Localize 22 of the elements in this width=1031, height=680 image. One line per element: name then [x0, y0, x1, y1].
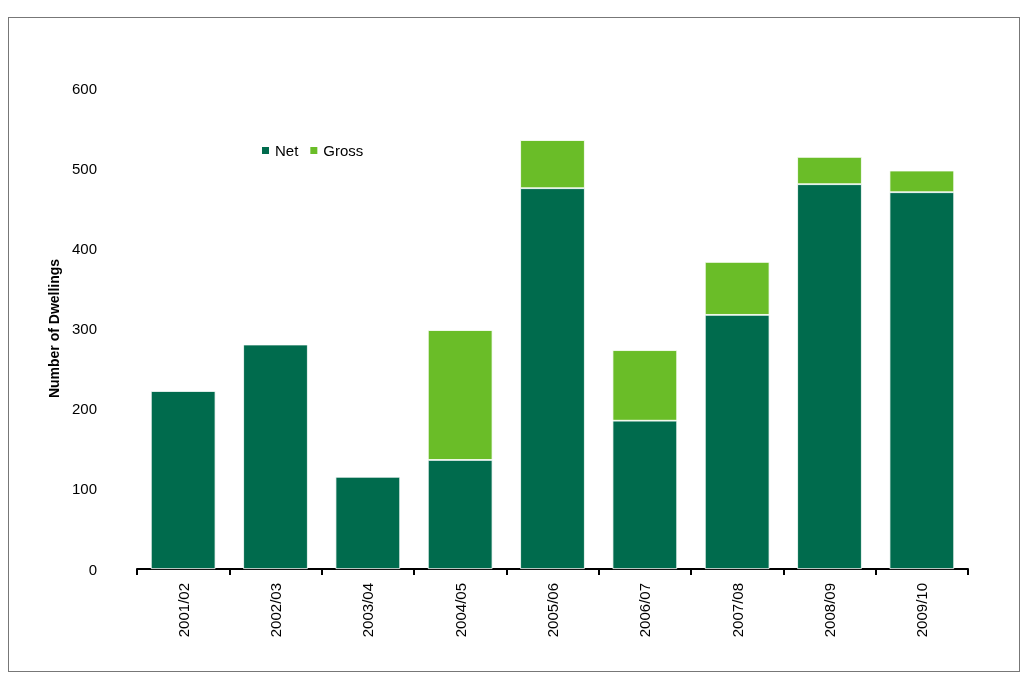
y-tick-label: 600	[71, 79, 97, 97]
bar	[150, 391, 216, 569]
x-tick-label: 2008/09	[821, 583, 838, 638]
y-tick-label: 0	[88, 560, 97, 578]
y-axis-title: Number of Dwellings	[46, 258, 63, 399]
x-tick-label: 2002/03	[267, 583, 284, 638]
y-tick-label: 200	[71, 400, 97, 418]
legend-label: Net	[275, 142, 300, 159]
x-tick-label: 2004/05	[451, 583, 469, 638]
x-tick-label: 2007/08	[728, 583, 746, 638]
x-tick-label: 2006/07	[636, 583, 654, 638]
x-tick-label: 2001/02	[174, 583, 192, 638]
y-tick-label: 500	[71, 159, 97, 177]
bar	[243, 344, 308, 569]
y-tick-label: 400	[71, 239, 97, 257]
x-tick-label: 2003/04	[359, 583, 377, 638]
x-tick-label: 2009/10	[913, 583, 931, 638]
x-tick-label: 2005/06	[544, 583, 561, 638]
legend-label: Gross	[323, 142, 364, 159]
y-tick-label: 100	[71, 480, 97, 498]
bar	[335, 476, 401, 569]
y-tick-label: 300	[71, 320, 97, 337]
